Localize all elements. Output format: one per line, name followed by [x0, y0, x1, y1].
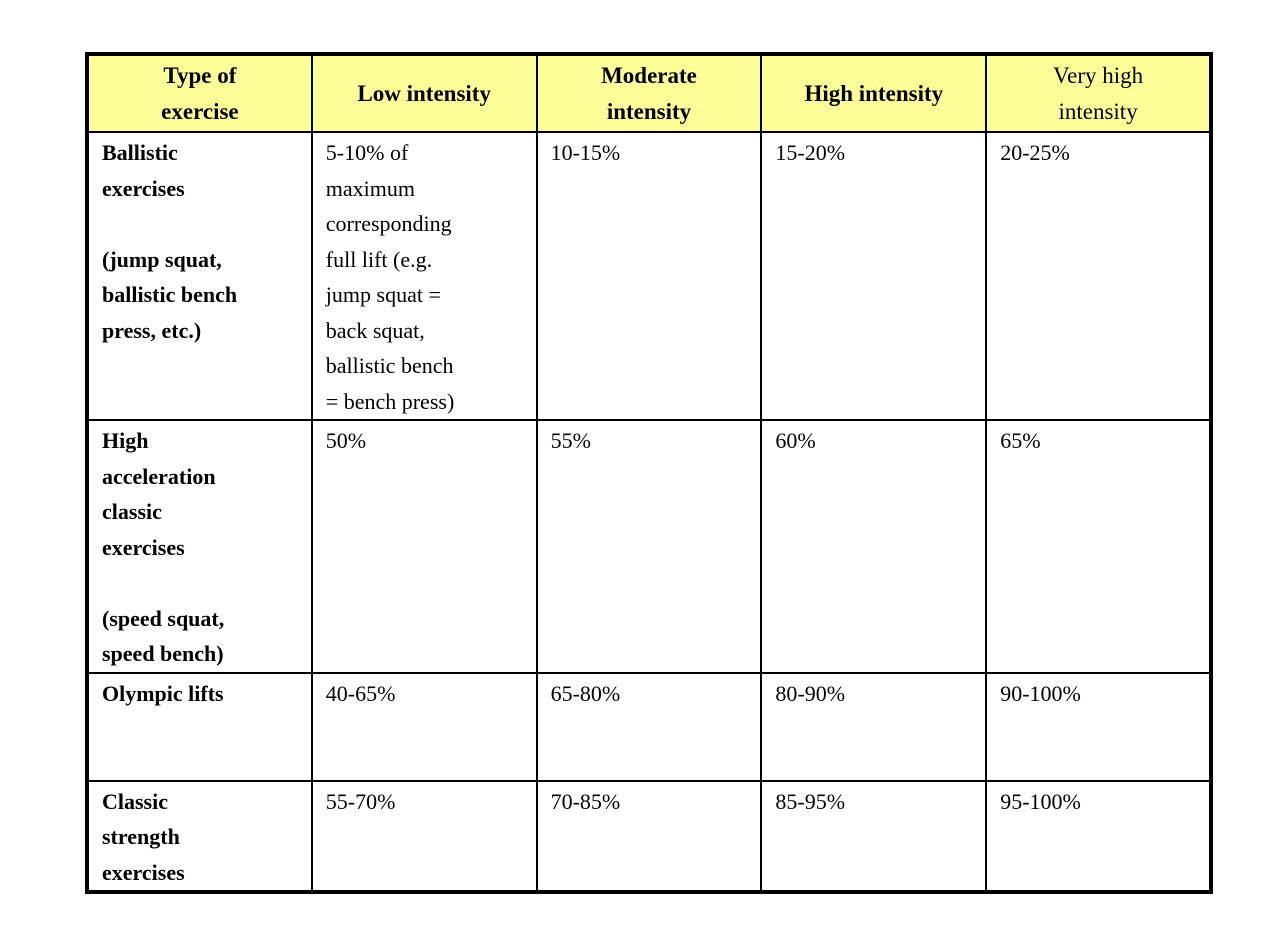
value-cell-high: 15-20% [760, 131, 988, 421]
value-cell-low: 5-10% of maximum corresponding full lift… [310, 131, 538, 421]
header-very-high-intensity: Very high intensity [985, 53, 1212, 133]
value-cell-low: 55-70% [310, 779, 538, 893]
header-type-of-exercise: Type of exercise [86, 53, 313, 133]
type-cell: Olympic lifts [86, 671, 313, 782]
table-row-olympic-lifts: Olympic lifts 40-65% 65-80% 80-90% 90-10… [86, 671, 1212, 782]
header-row: Type of exercise Low intensity Moderate … [86, 53, 1212, 133]
value-cell-very-high: 20-25% [985, 131, 1212, 421]
value-cell-high: 60% [760, 419, 988, 674]
value-cell-low: 50% [310, 419, 538, 674]
type-cell: Classic strength exercises [86, 779, 313, 893]
header-low-intensity: Low intensity [310, 53, 538, 133]
value-cell-low: 40-65% [310, 671, 538, 782]
table-row-classic-strength: Classic strength exercises 55-70% 70-85%… [86, 779, 1212, 893]
value-cell-moderate: 65-80% [535, 671, 763, 782]
value-cell-very-high: 90-100% [985, 671, 1212, 782]
value-cell-moderate: 10-15% [535, 131, 763, 421]
value-cell-moderate: 70-85% [535, 779, 763, 893]
table-row-ballistic-exercises: Ballistic exercises (jump squat, ballist… [86, 131, 1212, 421]
exercise-intensity-table: Type of exercise Low intensity Moderate … [85, 52, 1213, 894]
header-moderate-intensity: Moderate intensity [535, 53, 763, 133]
type-cell: High acceleration classic exercises (spe… [86, 419, 313, 674]
type-cell: Ballistic exercises (jump squat, ballist… [86, 131, 313, 421]
value-cell-very-high: 95-100% [985, 779, 1212, 893]
header-high-intensity: High intensity [760, 53, 988, 133]
value-cell-high: 85-95% [760, 779, 988, 893]
value-cell-moderate: 55% [535, 419, 763, 674]
value-cell-very-high: 65% [985, 419, 1212, 674]
value-cell-high: 80-90% [760, 671, 988, 782]
table-row-high-acceleration: High acceleration classic exercises (spe… [86, 419, 1212, 674]
